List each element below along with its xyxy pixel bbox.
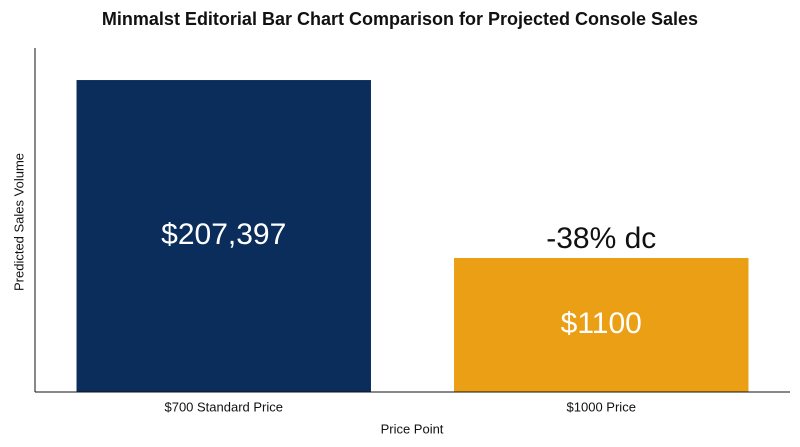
x-axis-label: Price Point [381, 421, 444, 436]
annotation: $1100 [561, 307, 642, 340]
x-tick-label: $1000 Price [567, 399, 636, 414]
chart-title: Minmalst Editorial Bar Chart Comparison … [102, 9, 698, 29]
bar [76, 80, 371, 392]
x-tick-label: $700 Standard Price [164, 399, 283, 414]
y-axis-label: Predicted Sales Volume [11, 153, 26, 291]
annotation: $207,397 [161, 218, 286, 251]
bar [454, 257, 749, 392]
annotation: -38% dc [546, 222, 656, 255]
